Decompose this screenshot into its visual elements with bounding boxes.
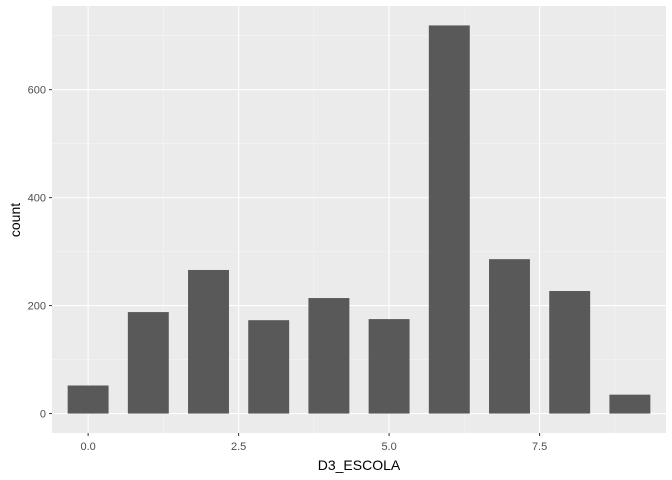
- histogram-bar: [308, 298, 350, 414]
- histogram-bar: [67, 385, 109, 414]
- histogram-bar: [428, 25, 470, 414]
- x-tick-label: 5.0: [381, 441, 396, 453]
- histogram-bar: [188, 269, 229, 414]
- x-tick-label: 2.5: [231, 441, 246, 453]
- histogram-bar: [489, 259, 530, 414]
- histogram-bar: [368, 319, 410, 414]
- y-tick-label: 400: [28, 193, 46, 205]
- x-axis-title: D3_ESCOLA: [318, 457, 401, 473]
- x-tick-label: 0.0: [80, 441, 95, 453]
- y-tick-label: 200: [28, 301, 46, 313]
- x-axis: 0.0 2.5 5.0 7.5: [80, 433, 547, 453]
- y-tick-label: 600: [28, 85, 46, 97]
- histogram-bar: [549, 291, 591, 414]
- histogram-bar: [127, 312, 169, 414]
- y-axis: 0 200 400 600: [28, 85, 52, 421]
- histogram-bar: [248, 320, 290, 414]
- histogram-bar: [609, 394, 651, 414]
- bars-group: [67, 25, 651, 414]
- x-tick-label: 7.5: [532, 441, 547, 453]
- y-tick-label: 0: [40, 409, 46, 421]
- y-axis-title: count: [7, 203, 23, 237]
